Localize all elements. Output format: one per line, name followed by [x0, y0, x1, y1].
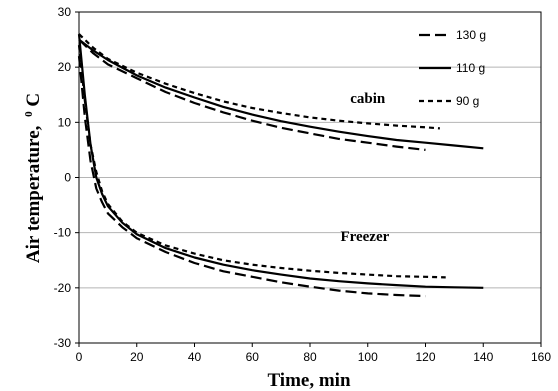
x-tick-label: 100 [358, 350, 378, 364]
x-tick-label: 40 [188, 350, 202, 364]
legend-label: 110 g [456, 61, 485, 75]
y-tick-label: 10 [58, 115, 72, 129]
y-tick-label: -20 [54, 281, 72, 295]
series-lines [77, 33, 484, 298]
series-line-cabin-110g [78, 38, 484, 150]
x-tick-label: 80 [303, 350, 317, 364]
y-tick-label: 30 [58, 5, 72, 19]
x-tick-label: 140 [473, 350, 493, 364]
legend-label: 90 g [456, 94, 479, 108]
y-axis-title: Air temperature, 0 C [16, 93, 44, 263]
y-tick-label: 20 [58, 60, 72, 74]
series-line-freezer-90g [77, 44, 446, 279]
x-tick-label: 160 [531, 350, 551, 364]
series-line-freezer-130g [77, 55, 426, 298]
series-line-cabin-130g [78, 38, 426, 151]
y-tick-label: -30 [54, 336, 72, 350]
series-line-freezer-110g [77, 33, 484, 289]
axes: -30 -20 -10 0 10 20 30 0 20 40 60 80 100 120 140 160 [54, 5, 552, 364]
series-line-cabin-90g [78, 33, 440, 130]
x-axis-title: Time, min [267, 370, 350, 391]
y-axis-title-unit: C [23, 93, 44, 107]
legend: 130 g 110 g 90 g [419, 28, 486, 108]
x-tick-label: 120 [415, 350, 435, 364]
x-tick-label: 20 [130, 350, 144, 364]
y-tick-label: 0 [64, 171, 71, 185]
x-tick-label: 0 [76, 350, 83, 364]
axis-titles: Time, min Air temperature, 0 C [16, 93, 351, 391]
annotation-freezer: Freezer [340, 229, 389, 245]
y-axis-title-main: Air temperature, [23, 125, 44, 263]
annotations: cabin Freezer [340, 91, 389, 245]
y-axis-title-superscript: 0 [23, 111, 35, 117]
y-tick-label: -10 [54, 226, 72, 240]
x-tick-label: 60 [246, 350, 260, 364]
annotation-cabin: cabin [350, 91, 386, 107]
legend-label: 130 g [456, 28, 486, 42]
